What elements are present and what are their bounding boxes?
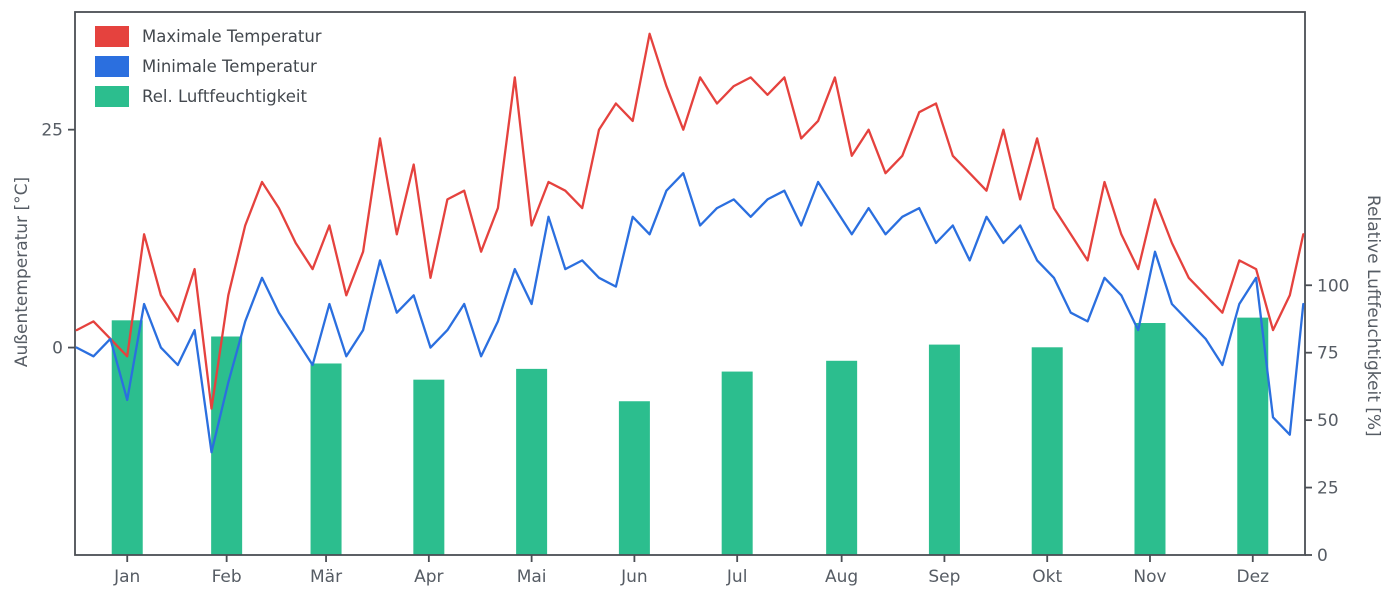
max-temp-line-group — [75, 32, 1305, 410]
legend-swatch-min-temp — [95, 56, 129, 77]
legend-entry-humidity: Rel. Luftfeuchtigkeit — [95, 86, 322, 107]
legend-label-min-temp: Minimale Temperatur — [142, 57, 317, 76]
legend-swatch-max-temp — [95, 26, 129, 47]
tick-label: Dez — [1237, 567, 1270, 587]
tick-label: 75 — [1317, 344, 1339, 364]
tick-label: 0 — [1317, 546, 1328, 566]
right-axis-title: Relative Luftfeuchtigkeit [%] — [1363, 195, 1383, 437]
legend-label-humidity: Rel. Luftfeuchtigkeit — [142, 87, 307, 106]
tick-label: 25 — [1317, 479, 1339, 499]
tick-label: Apr — [414, 567, 443, 587]
tick-label: 0 — [52, 339, 63, 359]
legend: Maximale Temperatur Minimale Temperatur … — [95, 26, 322, 107]
tick-label: 25 — [41, 121, 63, 141]
min-temp-line-group — [75, 172, 1305, 454]
tick-label: Okt — [1032, 567, 1062, 587]
legend-entry-min-temp: Minimale Temperatur — [95, 56, 322, 77]
axes-group: 0 25 0 25 50 75 100 Jan Feb Mär Apr Mai Jun Jul Aug Sep… — [41, 11, 1349, 587]
tick-label: 50 — [1317, 411, 1339, 431]
humidity-bars-group — [111, 317, 1269, 555]
tick-label: Feb — [212, 567, 242, 587]
tick-label: Jun — [620, 567, 648, 587]
tick-label: Mai — [517, 567, 547, 587]
tick-label: Jul — [726, 567, 748, 587]
legend-entry-max-temp: Maximale Temperatur — [95, 26, 322, 47]
tick-label: Mär — [310, 567, 342, 587]
tick-label: 100 — [1317, 276, 1349, 296]
legend-label-max-temp: Maximale Temperatur — [142, 27, 322, 46]
tick-label: Nov — [1133, 567, 1166, 587]
tick-label: Sep — [928, 567, 960, 587]
left-axis-title: Außentemperatur [°C] — [12, 176, 32, 368]
tick-label: Aug — [825, 567, 858, 587]
tick-label: Jan — [113, 567, 140, 587]
legend-swatch-humidity — [95, 86, 129, 107]
